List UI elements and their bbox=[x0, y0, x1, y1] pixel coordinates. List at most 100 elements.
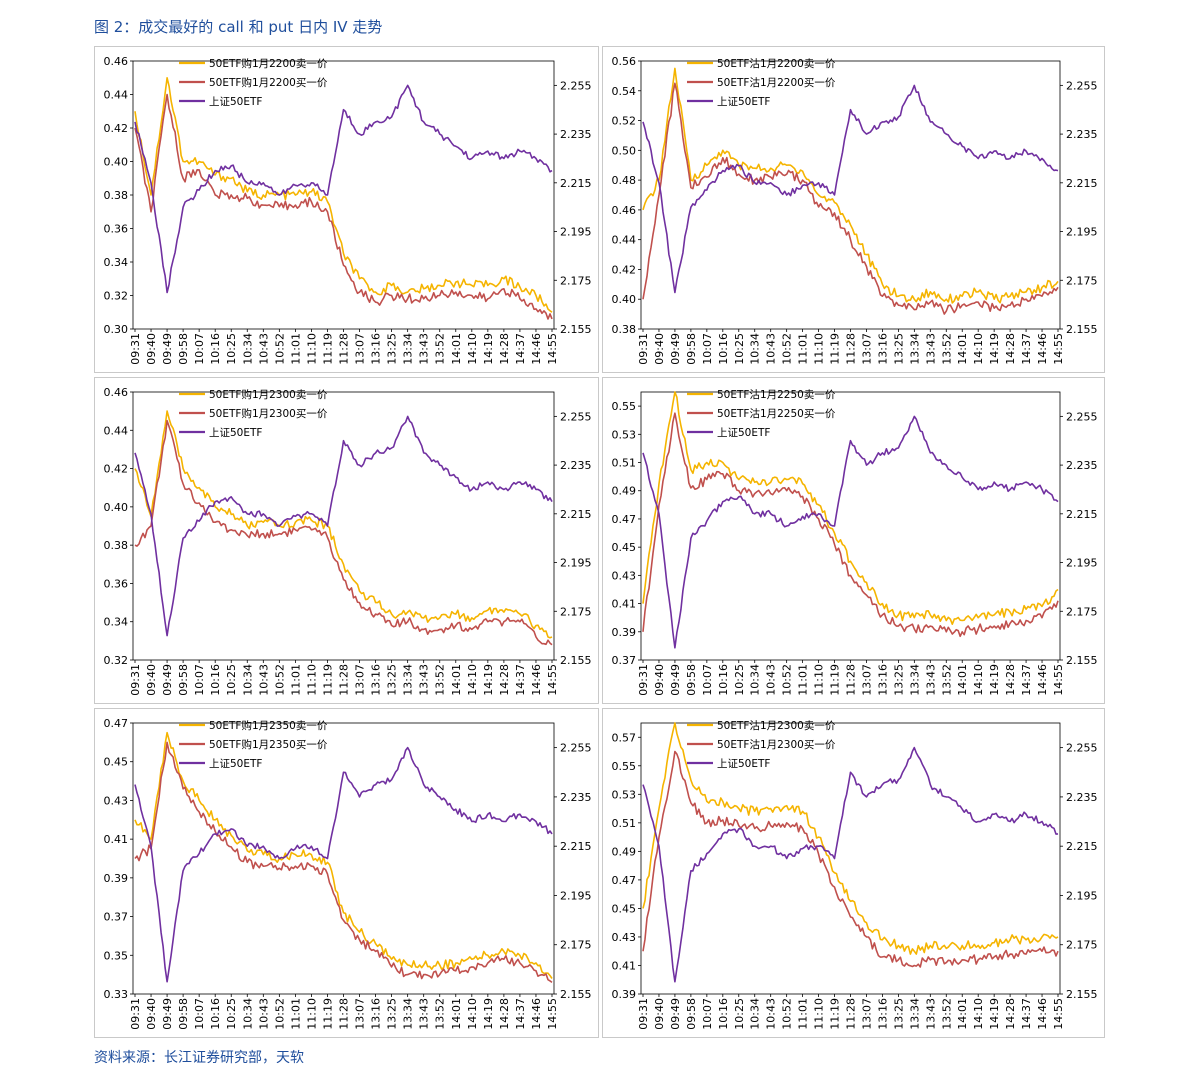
right-tick-label: 2.235 bbox=[1066, 791, 1098, 804]
left-tick-label: 0.56 bbox=[612, 55, 637, 68]
x-tick-label: 09:49 bbox=[669, 664, 682, 696]
x-tick-label: 09:40 bbox=[145, 998, 158, 1030]
chart-panel-1: 0.46 0.44 0.42 0.40 0.38 0.36 0.34 0.32 0.30 2.25… bbox=[94, 46, 599, 373]
x-tick-label: 11:19 bbox=[829, 664, 842, 696]
x-tick-label: 13:43 bbox=[924, 998, 937, 1030]
x-tick-label: 10:07 bbox=[193, 998, 206, 1030]
x-tick-label: 10:25 bbox=[733, 664, 746, 696]
chart-svg: 0.46 0.44 0.42 0.40 0.38 0.36 0.34 0.32 0.30 2.25… bbox=[104, 55, 592, 365]
x-tick-label: 10:52 bbox=[781, 333, 794, 365]
x-tick-label: 14:28 bbox=[1004, 998, 1017, 1030]
x-tick-label: 13:52 bbox=[434, 998, 447, 1030]
x-tick-label: 10:16 bbox=[717, 664, 730, 696]
x-tick-label: 10:43 bbox=[257, 664, 270, 696]
x-tick-label: 13:07 bbox=[354, 664, 367, 696]
right-tick-label: 2.195 bbox=[1066, 226, 1098, 239]
x-tick-label: 10:34 bbox=[749, 333, 762, 365]
x-tick-label: 09:49 bbox=[669, 333, 682, 365]
right-tick-label: 2.255 bbox=[1066, 79, 1098, 92]
x-tick-label: 10:52 bbox=[781, 998, 794, 1030]
x-tick-label: 11:28 bbox=[338, 664, 351, 696]
legend-label: 上证50ETF bbox=[717, 96, 770, 108]
x-tick-label: 11:28 bbox=[845, 998, 858, 1030]
x-tick-label: 10:07 bbox=[701, 333, 714, 365]
figure-title: 图 2：成交最好的 call 和 put 日内 IV 走势 bbox=[94, 18, 383, 36]
x-tick-label: 13:16 bbox=[876, 333, 889, 365]
right-tick-label: 2.235 bbox=[560, 459, 592, 472]
x-tick-label: 14:28 bbox=[1004, 664, 1017, 696]
x-tick-label: 09:58 bbox=[177, 333, 190, 365]
chart-panel-6: 0.57 0.55 0.53 0.51 0.49 0.47 0.45 0.43 0.41 0.39… bbox=[602, 708, 1105, 1038]
left-tick-label: 0.32 bbox=[104, 290, 129, 303]
x-tick-label: 09:49 bbox=[161, 998, 174, 1030]
right-tick-label: 2.155 bbox=[560, 654, 592, 667]
right-tick-label: 2.215 bbox=[1066, 508, 1098, 521]
x-tick-label: 10:16 bbox=[209, 998, 222, 1030]
x-tick-label: 10:34 bbox=[241, 333, 254, 365]
x-tick-label: 10:16 bbox=[717, 333, 730, 365]
left-tick-label: 0.39 bbox=[104, 872, 129, 885]
left-tick-label: 0.30 bbox=[104, 323, 129, 336]
left-tick-label: 0.55 bbox=[612, 400, 637, 413]
left-tick-label: 0.43 bbox=[612, 931, 637, 944]
chart-svg: 0.57 0.55 0.53 0.51 0.49 0.47 0.45 0.43 0.41 0.39… bbox=[612, 719, 1098, 1030]
x-tick-label: 09:49 bbox=[161, 664, 174, 696]
x-tick-label: 10:43 bbox=[257, 998, 270, 1030]
x-tick-label: 13:07 bbox=[860, 998, 873, 1030]
left-tick-label: 0.47 bbox=[612, 874, 637, 887]
x-tick-label: 09:40 bbox=[653, 664, 666, 696]
x-tick-label: 14:46 bbox=[530, 998, 543, 1030]
x-tick-label: 10:16 bbox=[717, 998, 730, 1030]
x-tick-label: 13:25 bbox=[386, 998, 399, 1030]
x-tick-label: 11:01 bbox=[289, 664, 302, 696]
right-tick-label: 2.255 bbox=[560, 742, 592, 755]
x-tick-label: 14:55 bbox=[1052, 333, 1065, 365]
series-line-3 bbox=[642, 746, 1059, 983]
legend-label: 50ETF沽1月2200买一价 bbox=[717, 76, 836, 89]
x-tick-label: 14:55 bbox=[546, 664, 559, 696]
x-tick-label: 14:19 bbox=[988, 664, 1001, 696]
left-tick-label: 0.52 bbox=[612, 115, 637, 128]
x-tick-label: 10:52 bbox=[273, 998, 286, 1030]
left-tick-label: 0.32 bbox=[104, 654, 129, 667]
x-tick-label: 13:16 bbox=[370, 333, 383, 365]
chart-panel-4: 0.55 0.53 0.51 0.49 0.47 0.45 0.43 0.41 0.39 0.37… bbox=[602, 377, 1105, 704]
x-tick-label: 09:31 bbox=[129, 333, 142, 365]
right-tick-label: 2.215 bbox=[560, 508, 592, 521]
x-tick-label: 11:01 bbox=[797, 998, 810, 1030]
x-tick-label: 11:28 bbox=[845, 664, 858, 696]
x-tick-label: 14:28 bbox=[498, 998, 511, 1030]
x-tick-label: 11:10 bbox=[813, 333, 826, 365]
x-tick-label: 14:37 bbox=[1020, 664, 1033, 696]
right-tick-label: 2.155 bbox=[1066, 654, 1098, 667]
x-tick-label: 09:58 bbox=[685, 998, 698, 1030]
left-tick-label: 0.42 bbox=[612, 263, 637, 276]
x-tick-label: 14:01 bbox=[956, 998, 969, 1030]
x-tick-label: 10:07 bbox=[701, 664, 714, 696]
x-tick-label: 11:01 bbox=[289, 998, 302, 1030]
x-tick-label: 13:07 bbox=[860, 664, 873, 696]
x-tick-label: 14:37 bbox=[514, 664, 527, 696]
x-tick-label: 09:40 bbox=[653, 998, 666, 1030]
x-tick-label: 13:07 bbox=[354, 998, 367, 1030]
left-tick-label: 0.42 bbox=[104, 463, 129, 476]
x-tick-label: 09:40 bbox=[145, 664, 158, 696]
chart-svg: 0.47 0.45 0.43 0.41 0.39 0.37 0.35 0.33 2.255 2.2… bbox=[104, 717, 592, 1030]
left-tick-label: 0.40 bbox=[612, 293, 637, 306]
chart-svg: 0.55 0.53 0.51 0.49 0.47 0.45 0.43 0.41 0.39 0.37… bbox=[612, 388, 1098, 696]
series-line-1 bbox=[134, 410, 553, 639]
x-tick-label: 11:19 bbox=[829, 333, 842, 365]
x-tick-label: 10:25 bbox=[733, 998, 746, 1030]
right-tick-label: 2.235 bbox=[1066, 128, 1098, 141]
x-tick-label: 09:58 bbox=[685, 333, 698, 365]
x-tick-label: 14:46 bbox=[1036, 333, 1049, 365]
right-tick-label: 2.195 bbox=[560, 557, 592, 570]
series-line-2 bbox=[642, 82, 1059, 315]
x-tick-label: 09:58 bbox=[177, 664, 190, 696]
x-tick-label: 10:07 bbox=[193, 333, 206, 365]
chart-panel-3: 0.46 0.44 0.42 0.40 0.38 0.36 0.34 0.32 2.255 2.2… bbox=[94, 377, 599, 704]
series-line-2 bbox=[134, 741, 553, 984]
x-tick-label: 14:01 bbox=[956, 333, 969, 365]
left-tick-label: 0.46 bbox=[612, 204, 637, 217]
x-tick-label: 11:10 bbox=[305, 664, 318, 696]
